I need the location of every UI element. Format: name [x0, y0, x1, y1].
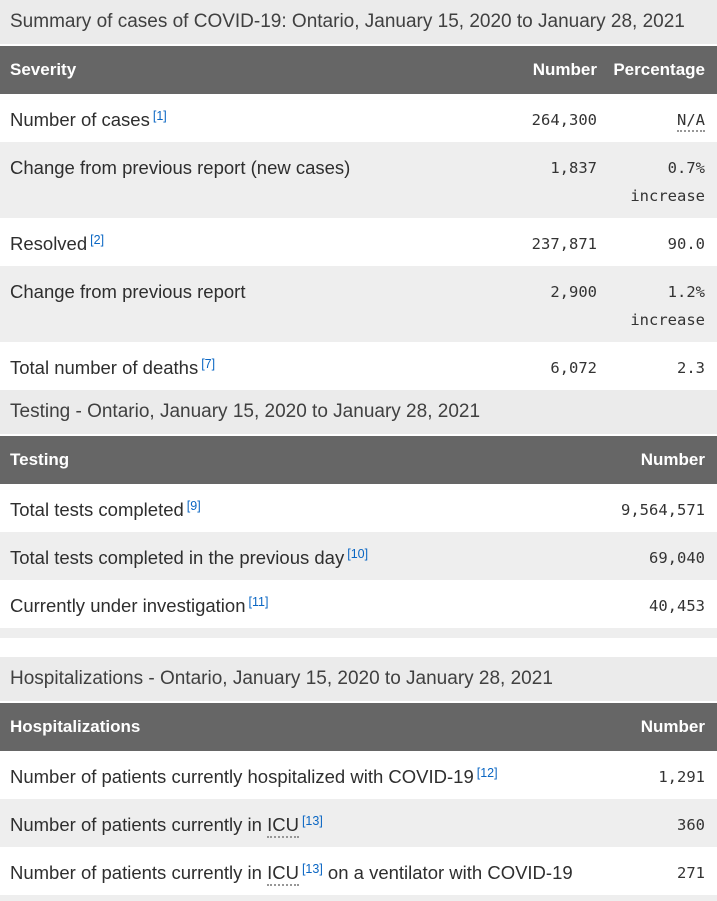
row-label-text: Resolved	[10, 233, 88, 254]
row-label-text: Number of patients currently hospitalize…	[10, 766, 474, 787]
hospitalizations-table: Hospitalizations - Ontario, January 15, …	[0, 657, 717, 901]
next-row-strip	[0, 895, 717, 901]
footnote-link[interactable]: [13]	[302, 814, 323, 828]
footnote-ref[interactable]: [1]	[152, 109, 167, 123]
row-label-text: Number of cases	[10, 109, 150, 130]
value-number: 40,453	[649, 597, 705, 615]
header-cell-hospitalizations: Hospitalizations	[10, 717, 141, 736]
row-label-text: Change from previous report	[10, 281, 246, 302]
footnote-ref[interactable]: [12]	[476, 766, 498, 780]
table-row: Total tests completed in the previous da…	[0, 532, 717, 580]
row-label-text: Change from previous report (new cases)	[10, 157, 351, 178]
table-row: Total number of deaths [7] 6,072 2.3	[0, 342, 717, 390]
table-row: Number of cases [1] 264,300 N/A	[0, 94, 717, 142]
testing-body: Total tests completed [9] 9,564,571 Total…	[0, 484, 717, 628]
row-label: Change from previous report (new cases)	[10, 154, 502, 182]
summary-table: Summary of cases of COVID-19: Ontario, J…	[0, 0, 717, 390]
footnote-ref[interactable]: [10]	[347, 547, 369, 561]
summary-body: Number of cases [1] 264,300 N/A Change fr…	[0, 94, 717, 390]
value-number: 264,300	[531, 111, 597, 129]
table-row: Change from previous report (new cases) …	[0, 142, 717, 218]
header-cell-number: Number	[640, 450, 705, 469]
value-number: 237,871	[531, 235, 597, 253]
footnote-ref[interactable]: [9]	[186, 499, 201, 513]
abbr-na: N/A	[677, 111, 705, 132]
row-label: Total tests completed in the previous da…	[10, 544, 620, 572]
abbr-icu: ICU	[267, 814, 299, 838]
row-label: Change from previous report	[10, 278, 502, 306]
value-number: 6,072	[550, 359, 597, 377]
footnote-ref[interactable]: [7]	[201, 357, 216, 371]
value-percentage: 2.3	[677, 359, 705, 377]
value-percentage: 0.7% increase	[630, 159, 705, 205]
header-cell-percentage: Percentage	[613, 60, 705, 79]
row-label-text: Number of patients currently in	[10, 862, 268, 883]
table-row: Currently under investigation [11] 40,453	[0, 580, 717, 628]
footnote-ref[interactable]: [13]	[301, 862, 323, 876]
summary-header-row: Severity Number Percentage	[0, 46, 717, 94]
header-cell-testing: Testing	[10, 450, 70, 469]
value-number: 2,900	[550, 283, 597, 301]
value-percentage: 90.0	[667, 235, 705, 253]
testing-header-row: Testing Number	[0, 436, 717, 484]
footnote-link[interactable]: [13]	[302, 862, 323, 876]
footnote-link[interactable]: [1]	[153, 109, 167, 123]
header-cell-number: Number	[640, 717, 705, 736]
row-label-text: Currently under investigation	[10, 595, 246, 616]
row-label: Currently under investigation [11]	[10, 592, 620, 620]
value-number: 1,291	[658, 768, 705, 786]
footnote-link[interactable]: [10]	[347, 547, 368, 561]
testing-table: Testing - Ontario, January 15, 2020 to J…	[0, 390, 717, 638]
table-bottom-strip	[0, 628, 717, 638]
row-label: Resolved [2]	[10, 230, 502, 258]
footnote-ref[interactable]: [2]	[90, 233, 105, 247]
row-label-text: Number of patients currently in	[10, 814, 268, 835]
hospitalizations-caption: Hospitalizations - Ontario, January 15, …	[0, 657, 717, 701]
row-label-text: Total tests completed in the previous da…	[10, 547, 345, 568]
value-number: 69,040	[649, 549, 705, 567]
row-label-text: Total number of deaths	[10, 357, 199, 378]
table-row: Change from previous report 2,900 1.2% i…	[0, 266, 717, 342]
row-label-text: Total tests completed	[10, 499, 184, 520]
table-row: Resolved [2] 237,871 90.0	[0, 218, 717, 266]
value-number: 9,564,571	[621, 501, 705, 519]
table-row: Total tests completed [9] 9,564,571	[0, 484, 717, 532]
row-label: Number of patients currently hospitalize…	[10, 763, 620, 791]
header-cell-severity: Severity	[10, 60, 77, 79]
row-label: Total tests completed [9]	[10, 496, 620, 524]
footnote-ref[interactable]: [11]	[248, 595, 269, 609]
hospitalizations-header-row: Hospitalizations Number	[0, 703, 717, 751]
row-label: Number of patients currently in ICU [13] …	[10, 859, 620, 887]
value-number: 271	[677, 864, 705, 882]
footnote-link[interactable]: [11]	[249, 595, 269, 609]
table-row: Number of patients currently in ICU [13] …	[0, 847, 717, 895]
summary-caption: Summary of cases of COVID-19: Ontario, J…	[0, 0, 717, 44]
footnote-link[interactable]: [9]	[187, 499, 201, 513]
testing-caption: Testing - Ontario, January 15, 2020 to J…	[0, 390, 717, 434]
row-label: Number of patients currently in ICU [13]	[10, 811, 620, 839]
abbr-icu: ICU	[267, 862, 299, 886]
footnote-link[interactable]: [12]	[477, 766, 498, 780]
value-percentage: 1.2% increase	[630, 283, 705, 329]
table-row: Number of patients currently hospitalize…	[0, 751, 717, 799]
hospitalizations-body: Number of patients currently hospitalize…	[0, 751, 717, 895]
row-label-text: on a ventilator with COVID-19	[322, 862, 573, 883]
row-label: Number of cases [1]	[10, 106, 502, 134]
value-percentage: N/A	[597, 106, 705, 134]
value-number: 1,837	[550, 159, 597, 177]
footnote-link[interactable]: [7]	[201, 357, 215, 371]
table-row: Number of patients currently in ICU [13] …	[0, 799, 717, 847]
header-cell-number: Number	[532, 60, 597, 79]
row-label: Total number of deaths [7]	[10, 354, 502, 382]
value-number: 360	[677, 816, 705, 834]
footnote-link[interactable]: [2]	[90, 233, 104, 247]
footnote-ref[interactable]: [13]	[301, 814, 323, 828]
